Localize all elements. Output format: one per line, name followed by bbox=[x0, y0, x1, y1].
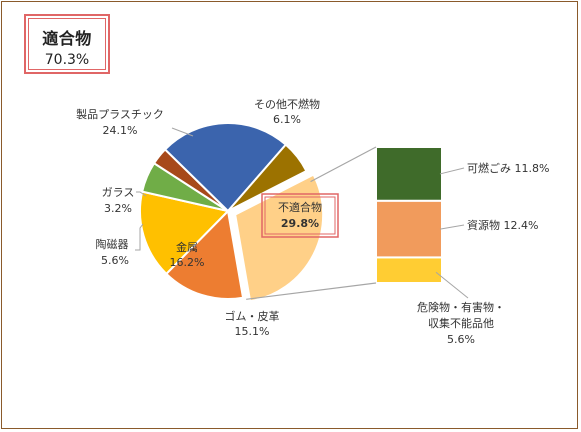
pie-slice-plastic bbox=[163, 122, 288, 213]
slice-label-other: その他不燃物 bbox=[254, 97, 320, 111]
bar-segment-combustible bbox=[375, 146, 443, 202]
connector-line-top bbox=[310, 146, 377, 183]
segment-label-combustible: 可燃ごみ 11.8% bbox=[467, 161, 549, 175]
leader-line-ceramic bbox=[135, 223, 144, 251]
segment-value-hazardous: 5.6% bbox=[447, 333, 475, 346]
slice-value-plastic: 24.1% bbox=[103, 124, 138, 137]
bar-segment-resource bbox=[375, 199, 443, 259]
slice-label-glass: ガラス bbox=[102, 186, 135, 199]
bar-segment-hazardous bbox=[375, 256, 443, 285]
slice-value-other: 6.1% bbox=[273, 113, 301, 126]
slice-label-unsuitable: 不適合物 bbox=[278, 200, 322, 214]
segment-label-resource: 資源物 12.4% bbox=[467, 218, 538, 232]
leader-line-plastic bbox=[171, 127, 194, 137]
slice-value-unsuitable: 29.8% bbox=[281, 217, 319, 230]
segment-label-hazardous-line1: 危険物・有害物・ bbox=[417, 300, 505, 314]
unsuitable-highlight-inner bbox=[264, 196, 336, 235]
segment-label-hazardous-line2: 収集不能品他 bbox=[428, 316, 494, 330]
leader-line-resource bbox=[439, 224, 465, 230]
slice-label-rubber: ゴム・皮革 bbox=[225, 309, 280, 323]
summary-title: 適合物 bbox=[42, 29, 92, 48]
pie-slice-other bbox=[227, 143, 308, 212]
pie-slice-metal bbox=[139, 190, 230, 276]
leader-line-hazardous bbox=[435, 271, 469, 299]
summary-value: 70.3% bbox=[44, 52, 90, 68]
slice-value-metal: 16.2% bbox=[170, 256, 205, 269]
slice-value-ceramic: 5.6% bbox=[101, 254, 129, 267]
summary-box: 適合物 70.3% bbox=[24, 14, 110, 74]
slice-label-ceramic: 陶磁器 bbox=[96, 237, 129, 251]
leader-line-combustible bbox=[439, 167, 465, 175]
unsuitable-highlight-box bbox=[261, 193, 339, 238]
connector-line-bottom bbox=[246, 282, 377, 300]
slice-value-rubber: 15.1% bbox=[235, 325, 270, 338]
pie-slice-rubber bbox=[164, 208, 245, 300]
slice-value-glass: 3.2% bbox=[104, 202, 132, 215]
slice-label-metal: 金属 bbox=[176, 240, 198, 254]
leader-line-glass bbox=[136, 191, 147, 197]
slice-label-plastic: 製品プラスチック bbox=[76, 107, 164, 121]
